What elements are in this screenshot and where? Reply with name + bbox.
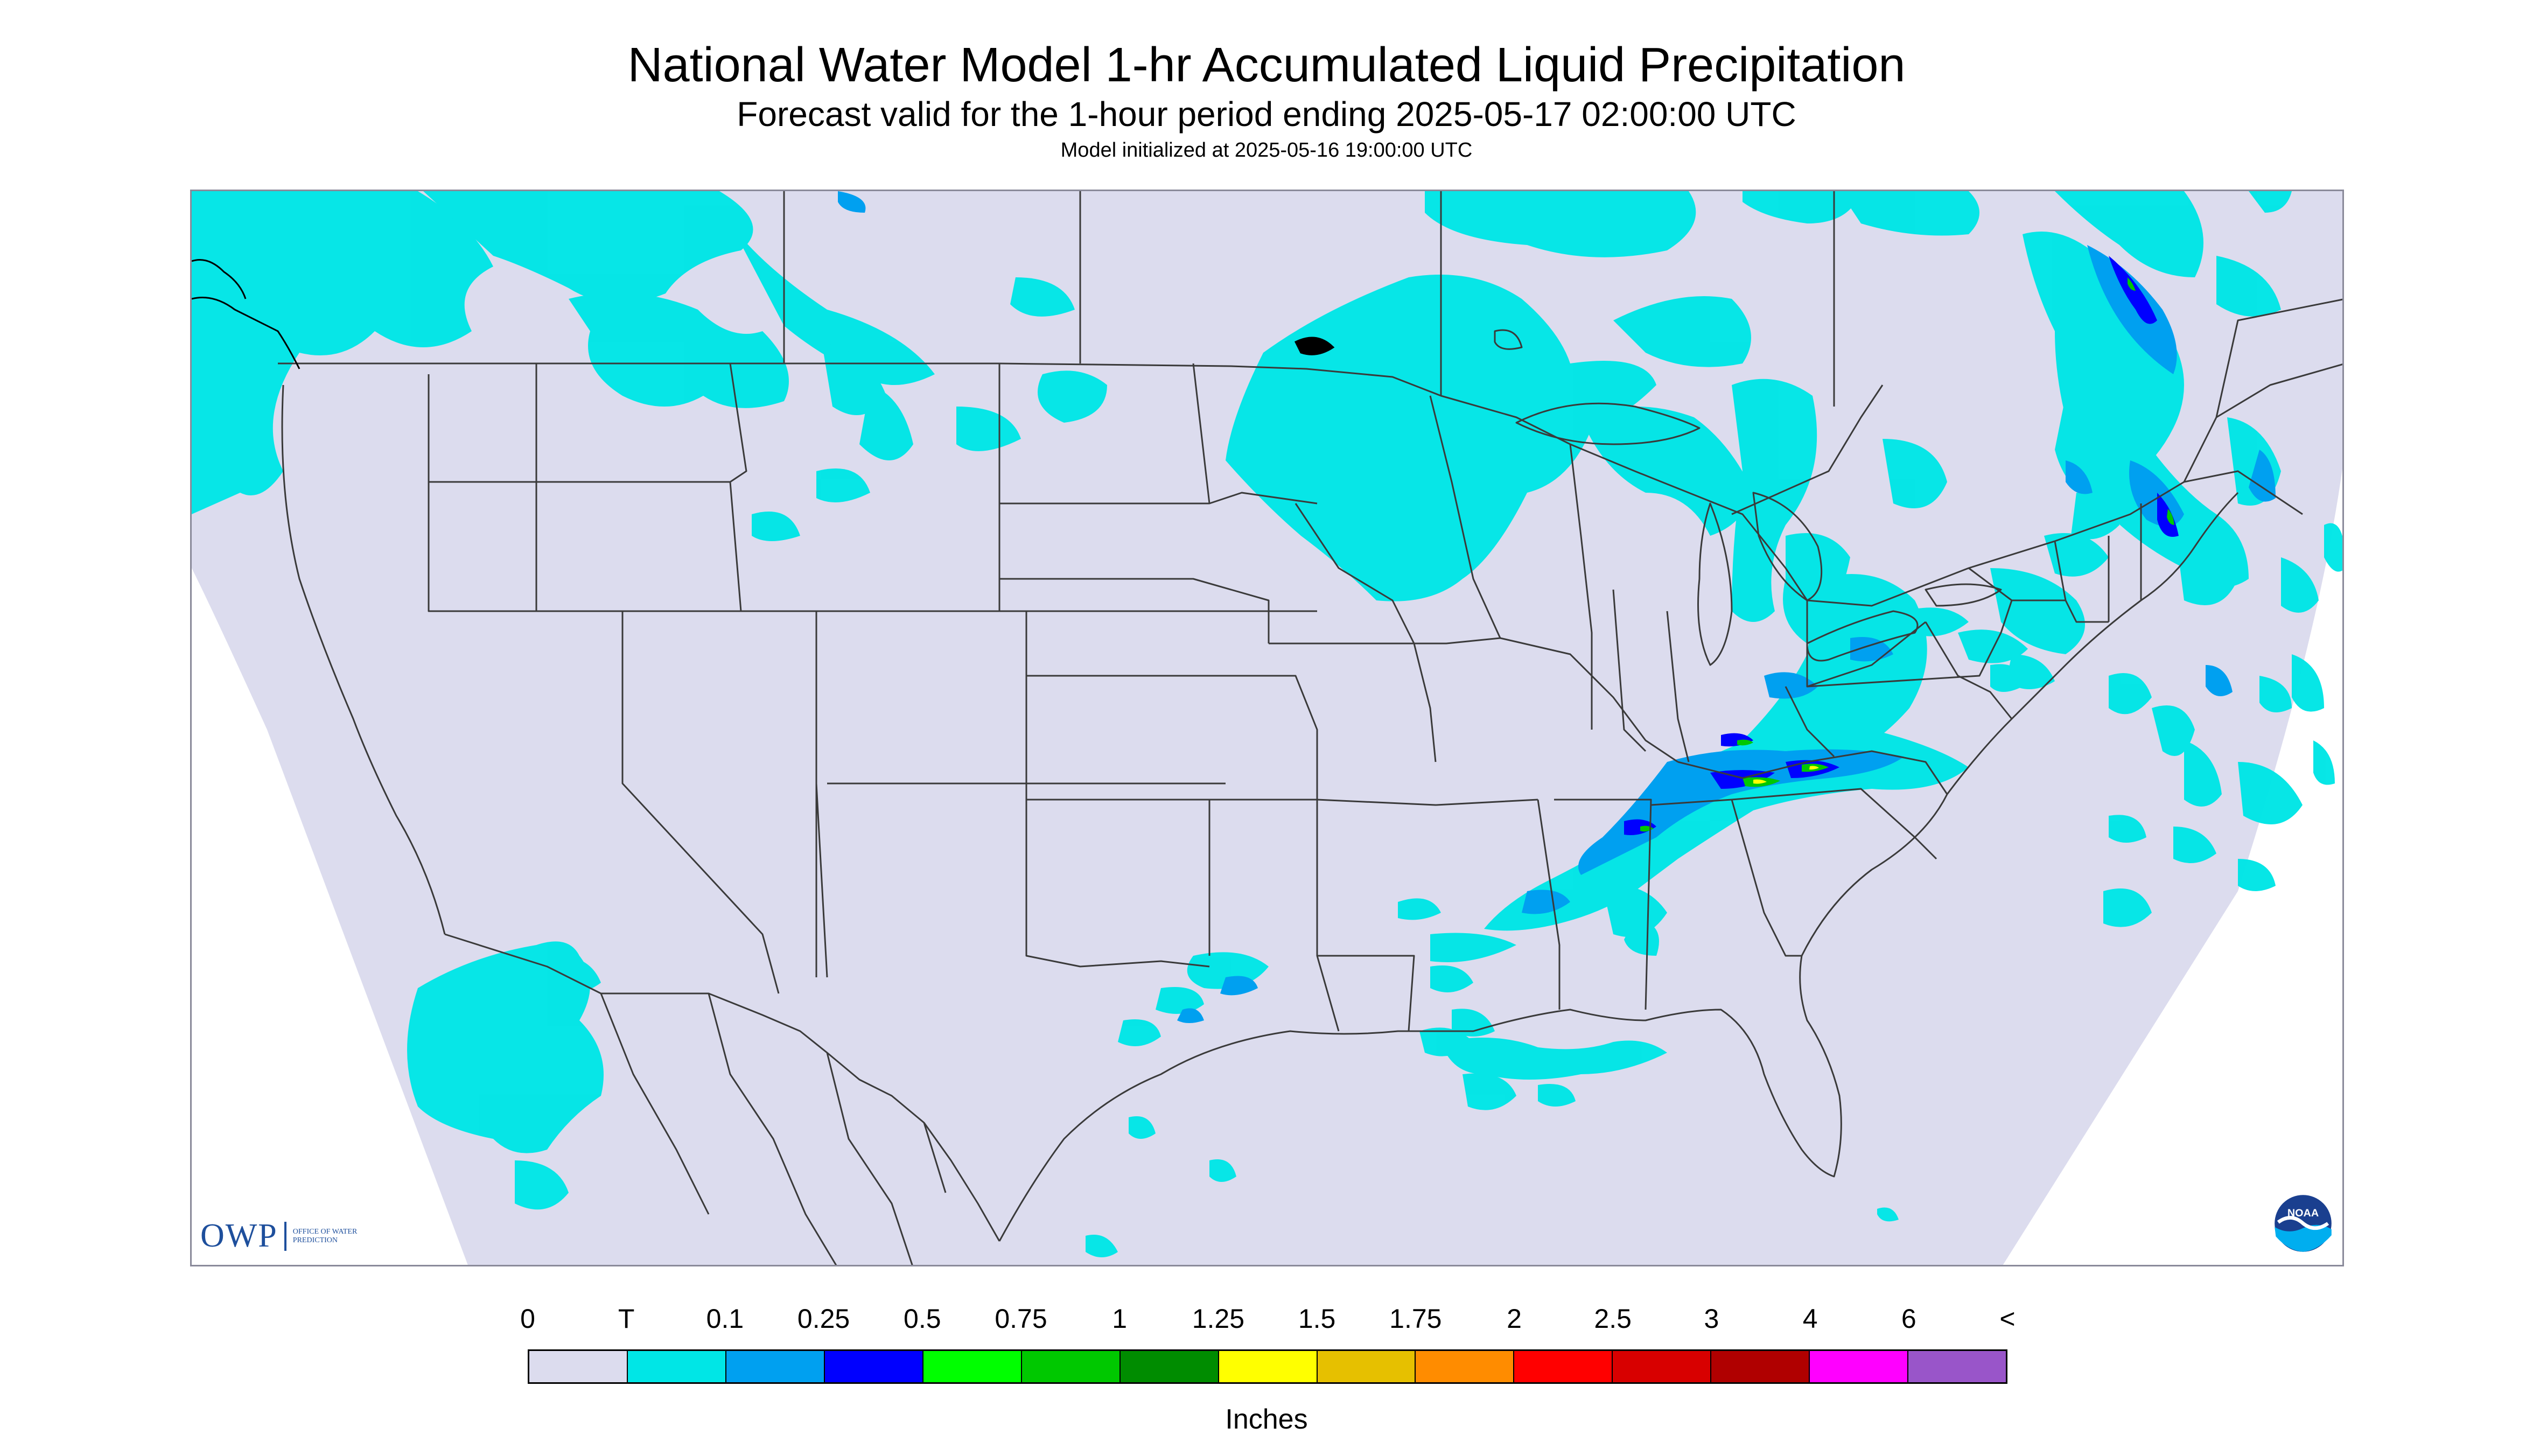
legend-swatch — [529, 1351, 628, 1382]
state-borders — [278, 191, 2342, 1265]
legend-units: Inches — [1225, 1404, 1308, 1435]
legend-swatch — [824, 1351, 923, 1382]
legend-tick-label: 3 — [1704, 1304, 1719, 1334]
legend-tick-label: 1.5 — [1298, 1304, 1336, 1334]
chart-subtitle: Forecast valid for the 1-hour period end… — [737, 95, 1796, 134]
legend-swatch — [1416, 1351, 1515, 1382]
init-time: Model initialized at 2025-05-16 19:00:00… — [1060, 139, 1473, 162]
legend-swatch — [1810, 1351, 1909, 1382]
legend-tick-label: 0.75 — [995, 1304, 1047, 1334]
owp-logo-letters: OWP — [200, 1217, 278, 1254]
precip-trace — [192, 191, 2342, 1257]
coast-details — [192, 259, 1335, 369]
legend-swatch — [1317, 1351, 1416, 1382]
legend-tick-label: 1 — [1112, 1304, 1128, 1334]
legend-tick-label: 0.5 — [904, 1304, 941, 1334]
legend-tick-label: 2 — [1507, 1304, 1522, 1334]
legend-tick-label: 0.25 — [797, 1304, 850, 1334]
legend-swatch — [726, 1351, 825, 1382]
precipitation-map[interactable]: OWP Office of Water Prediction NOAA — [190, 190, 2344, 1266]
legend-swatch — [1514, 1351, 1613, 1382]
noaa-logo-icon: NOAA — [2275, 1195, 2332, 1252]
owp-logo: OWP Office of Water Prediction — [200, 1217, 368, 1255]
legend-tick-label: 4 — [1802, 1304, 1818, 1334]
precip-legend — [528, 1349, 2007, 1384]
legend-tick-label: 0.1 — [706, 1304, 744, 1334]
legend-swatch — [1908, 1351, 2006, 1382]
legend-tick-label: 1.25 — [1192, 1304, 1245, 1334]
legend-tick-label: 6 — [1901, 1304, 1916, 1334]
legend-swatch — [1711, 1351, 1810, 1382]
legend-tick-label: < — [1999, 1304, 2016, 1334]
legend-tick-label: 0 — [520, 1304, 535, 1334]
precip-intense — [1753, 766, 1819, 784]
precip-light — [838, 191, 2276, 1023]
legend-tick-label: 2.5 — [1594, 1304, 1632, 1334]
legend-swatch — [1021, 1351, 1121, 1382]
legend-swatch — [1120, 1351, 1219, 1382]
owp-logo-text: Office of Water Prediction — [292, 1227, 358, 1244]
noaa-logo-text: NOAA — [2287, 1207, 2319, 1219]
chart-title: National Water Model 1-hr Accumulated Li… — [627, 38, 1906, 92]
legend-swatch — [1613, 1351, 1712, 1382]
legend-swatch — [923, 1351, 1022, 1382]
legend-swatch — [1219, 1351, 1318, 1382]
legend-tick-label: T — [618, 1304, 635, 1334]
legend-tick-label: 1.75 — [1389, 1304, 1442, 1334]
legend-swatch — [627, 1351, 726, 1382]
legend-labels: 0 T 0.1 0.25 0.5 0.75 1 1.25 1.5 1.75 2 2.5 3 4 6 < — [0, 1303, 2533, 1335]
owp-logo-divider — [284, 1221, 286, 1251]
